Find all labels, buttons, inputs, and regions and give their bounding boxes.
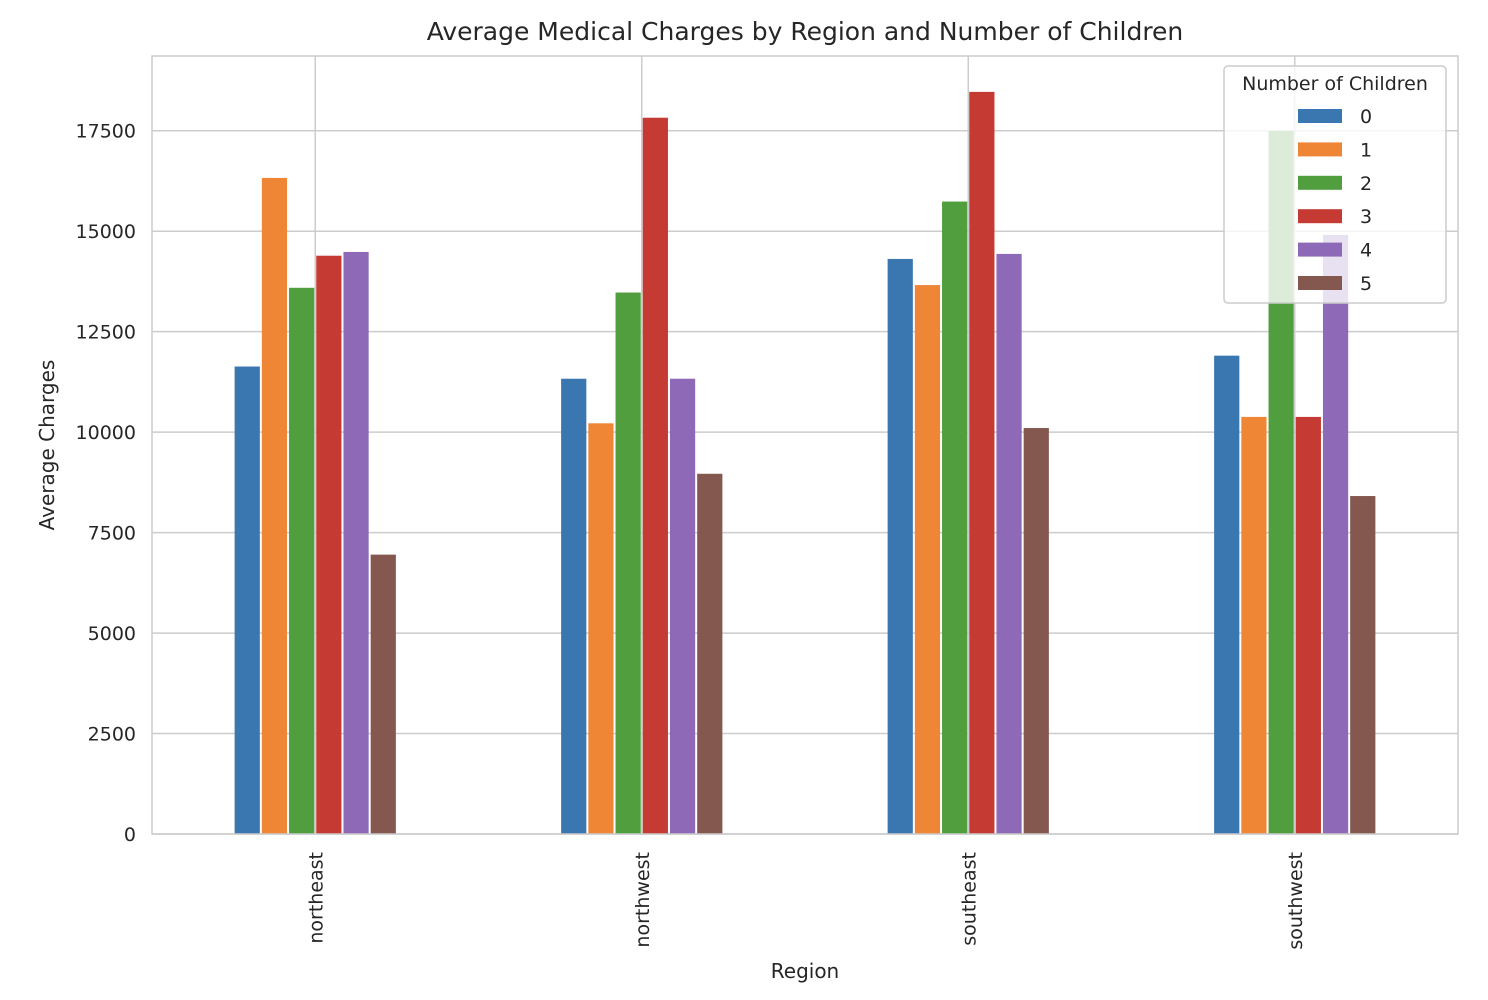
legend-label: 1: [1360, 139, 1372, 161]
y-axis-label: Average Charges: [35, 360, 59, 531]
bar: [914, 285, 941, 834]
x-tick-label: southwest: [1285, 852, 1307, 950]
bar: [1295, 416, 1321, 834]
y-tick-label: 17500: [76, 121, 136, 143]
bar: [588, 423, 614, 834]
legend-swatch: [1298, 209, 1342, 224]
x-axis-label: Region: [771, 959, 839, 983]
y-tick-label: 0: [124, 824, 136, 846]
bar: [1322, 234, 1349, 835]
bar: [969, 91, 995, 835]
y-tick-label: 10000: [76, 422, 136, 444]
y-tick-label: 2500: [88, 724, 136, 746]
bar: [234, 366, 260, 834]
bar: [887, 258, 913, 834]
bars: [234, 91, 1376, 835]
legend-label: 0: [1360, 106, 1372, 128]
x-tick-labels: northeast northwest southeast southwest: [305, 852, 1307, 950]
x-tick-label: northeast: [305, 852, 327, 944]
y-tick-labels: 0 2500 5000 7500 10000 12500 15000 17500: [76, 121, 136, 846]
bar: [615, 292, 641, 834]
bar: [1241, 416, 1267, 834]
bar: [996, 253, 1022, 835]
legend-items: 0 1 2 3 4 5: [1298, 106, 1372, 295]
bar: [343, 251, 369, 834]
x-tick-label: southeast: [958, 852, 980, 946]
bar: [942, 201, 968, 834]
plot-frame: [151, 55, 1459, 835]
y-tick-label: 15000: [76, 221, 136, 243]
bar: [1350, 496, 1376, 834]
legend-label: 2: [1360, 173, 1372, 195]
bar: [370, 554, 396, 834]
y-tick-label: 12500: [76, 322, 136, 344]
bar: [1023, 428, 1049, 834]
legend-swatch: [1298, 109, 1342, 123]
legend-title: Number of Children: [1242, 73, 1428, 95]
bar: [642, 117, 668, 835]
legend-swatch: [1298, 242, 1342, 257]
y-tick-label: 7500: [88, 523, 136, 545]
legend: Number of Children 0 1 2 3 4 5: [1223, 65, 1447, 304]
bar: [697, 473, 723, 834]
legend-label: 4: [1360, 240, 1372, 262]
legend-swatch: [1298, 142, 1342, 157]
chart-title: Average Medical Charges by Region and Nu…: [427, 17, 1184, 46]
legend-swatch: [1298, 276, 1342, 290]
bar: [669, 378, 696, 834]
y-tick-label: 5000: [88, 623, 136, 645]
x-tick-label: northwest: [632, 852, 654, 948]
bar: [261, 177, 288, 834]
bar: [1214, 355, 1240, 834]
legend-label: 5: [1360, 273, 1372, 295]
legend-swatch: [1298, 175, 1342, 190]
legend-label: 3: [1360, 206, 1372, 228]
bar: [289, 287, 315, 834]
bar: [561, 378, 587, 834]
bar: [316, 255, 342, 834]
